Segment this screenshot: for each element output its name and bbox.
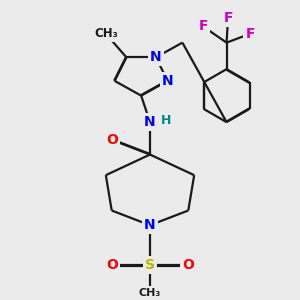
Text: H: H xyxy=(161,114,171,127)
Text: CH₃: CH₃ xyxy=(94,27,118,40)
Text: N: N xyxy=(144,115,156,129)
Text: N: N xyxy=(144,218,156,232)
Text: F: F xyxy=(223,11,233,25)
Text: CH₃: CH₃ xyxy=(139,288,161,298)
Text: F: F xyxy=(245,27,255,41)
Text: O: O xyxy=(182,258,194,272)
Text: N: N xyxy=(162,74,173,88)
Text: F: F xyxy=(198,20,208,33)
Text: S: S xyxy=(145,258,155,272)
Text: N: N xyxy=(150,50,162,64)
Text: O: O xyxy=(106,258,118,272)
Text: O: O xyxy=(106,133,118,147)
